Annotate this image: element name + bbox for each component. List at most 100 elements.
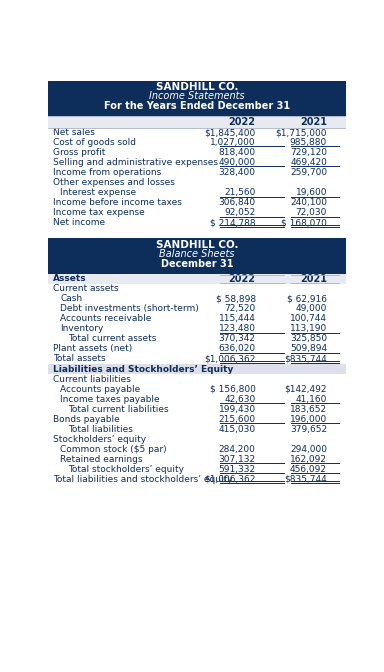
FancyBboxPatch shape: [48, 384, 346, 394]
Text: 2021: 2021: [300, 274, 327, 284]
Text: 328,400: 328,400: [219, 168, 256, 177]
FancyBboxPatch shape: [48, 239, 346, 274]
FancyBboxPatch shape: [48, 324, 346, 334]
Text: 100,744: 100,744: [290, 314, 327, 323]
FancyBboxPatch shape: [48, 128, 346, 138]
FancyBboxPatch shape: [48, 187, 346, 198]
Text: Income taxes payable: Income taxes payable: [60, 394, 160, 403]
Text: 259,700: 259,700: [290, 168, 327, 177]
Text: Selling and administrative expenses: Selling and administrative expenses: [53, 158, 218, 167]
Text: 490,000: 490,000: [218, 158, 256, 167]
FancyBboxPatch shape: [48, 474, 346, 484]
Text: Total liabilities and stockholders’ equity: Total liabilities and stockholders’ equi…: [53, 474, 232, 484]
FancyBboxPatch shape: [48, 138, 346, 148]
FancyBboxPatch shape: [48, 177, 346, 187]
Text: 2022: 2022: [229, 117, 256, 127]
Text: 636,020: 636,020: [218, 345, 256, 353]
FancyBboxPatch shape: [48, 364, 346, 374]
FancyBboxPatch shape: [48, 167, 346, 177]
Text: 456,092: 456,092: [290, 464, 327, 474]
Text: 240,100: 240,100: [290, 198, 327, 207]
Text: 818,400: 818,400: [218, 148, 256, 157]
Text: Other expenses and losses: Other expenses and losses: [53, 178, 174, 187]
Text: Income from operations: Income from operations: [53, 168, 161, 177]
Text: Total current assets: Total current assets: [68, 335, 157, 343]
Text: Accounts receivable: Accounts receivable: [60, 314, 152, 323]
FancyBboxPatch shape: [48, 344, 346, 354]
Text: Current liabilities: Current liabilities: [53, 374, 131, 384]
Text: Net income: Net income: [53, 218, 105, 227]
Text: Bonds payable: Bonds payable: [53, 415, 119, 423]
FancyBboxPatch shape: [48, 464, 346, 474]
Text: $ 214,788: $ 214,788: [210, 218, 256, 227]
FancyBboxPatch shape: [48, 394, 346, 404]
Text: Income Statements: Income Statements: [149, 91, 245, 101]
Text: Income before income taxes: Income before income taxes: [53, 198, 182, 207]
Text: Net sales: Net sales: [53, 128, 94, 137]
FancyBboxPatch shape: [48, 304, 346, 314]
Text: Balance Sheets: Balance Sheets: [159, 249, 235, 259]
Text: 415,030: 415,030: [218, 425, 256, 433]
Text: Total liabilities: Total liabilities: [68, 425, 133, 433]
Text: 379,652: 379,652: [290, 425, 327, 433]
FancyBboxPatch shape: [48, 208, 346, 218]
Text: Cash: Cash: [60, 294, 83, 304]
Text: $1,845,400: $1,845,400: [204, 128, 256, 137]
FancyBboxPatch shape: [48, 424, 346, 434]
Text: 469,420: 469,420: [290, 158, 327, 167]
Text: 729,120: 729,120: [290, 148, 327, 157]
Text: Debt investments (short-term): Debt investments (short-term): [60, 304, 199, 313]
Text: 284,200: 284,200: [219, 445, 256, 454]
FancyBboxPatch shape: [48, 294, 346, 304]
Text: Total stockholders’ equity: Total stockholders’ equity: [68, 464, 184, 474]
Text: 41,160: 41,160: [296, 394, 327, 403]
Text: 294,000: 294,000: [290, 445, 327, 454]
Text: 92,052: 92,052: [225, 208, 256, 217]
Text: $ 156,800: $ 156,800: [210, 384, 256, 394]
Text: Retained earnings: Retained earnings: [60, 454, 143, 464]
Text: Total assets: Total assets: [53, 355, 105, 364]
Text: 72,520: 72,520: [225, 304, 256, 313]
Text: $1,715,000: $1,715,000: [275, 128, 327, 137]
FancyBboxPatch shape: [48, 116, 346, 128]
Text: 113,190: 113,190: [290, 325, 327, 333]
Text: 985,880: 985,880: [290, 138, 327, 147]
Text: 591,332: 591,332: [218, 464, 256, 474]
Text: 325,850: 325,850: [290, 335, 327, 343]
FancyBboxPatch shape: [48, 148, 346, 158]
Text: 1,027,000: 1,027,000: [210, 138, 256, 147]
Text: 370,342: 370,342: [219, 335, 256, 343]
FancyBboxPatch shape: [48, 444, 346, 454]
Text: 72,030: 72,030: [296, 208, 327, 217]
Text: Current assets: Current assets: [53, 284, 118, 294]
FancyBboxPatch shape: [48, 374, 346, 384]
FancyBboxPatch shape: [48, 354, 346, 364]
Text: Gross profit: Gross profit: [53, 148, 105, 157]
FancyBboxPatch shape: [48, 434, 346, 444]
Text: SANDHILL CO.: SANDHILL CO.: [156, 82, 238, 92]
Text: $835,744: $835,744: [284, 355, 327, 364]
Text: 183,652: 183,652: [290, 405, 327, 413]
Text: $1,006,362: $1,006,362: [204, 355, 256, 364]
Text: 307,132: 307,132: [218, 454, 256, 464]
Text: $1,006,362: $1,006,362: [204, 474, 256, 484]
Text: 49,000: 49,000: [296, 304, 327, 313]
FancyBboxPatch shape: [48, 284, 346, 294]
FancyBboxPatch shape: [48, 334, 346, 344]
Text: Inventory: Inventory: [60, 325, 104, 333]
FancyBboxPatch shape: [48, 454, 346, 464]
Text: December 31: December 31: [161, 259, 233, 269]
FancyBboxPatch shape: [48, 81, 346, 116]
Text: 19,600: 19,600: [296, 188, 327, 197]
Text: 21,560: 21,560: [224, 188, 256, 197]
Text: Assets: Assets: [53, 274, 86, 284]
FancyBboxPatch shape: [48, 158, 346, 167]
Text: $142,492: $142,492: [285, 384, 327, 394]
FancyBboxPatch shape: [48, 198, 346, 208]
Text: 215,600: 215,600: [218, 415, 256, 423]
Text: 196,000: 196,000: [290, 415, 327, 423]
Text: For the Years Ended December 31: For the Years Ended December 31: [104, 101, 290, 111]
Text: 306,840: 306,840: [218, 198, 256, 207]
Text: Accounts payable: Accounts payable: [60, 384, 141, 394]
FancyBboxPatch shape: [48, 274, 346, 284]
